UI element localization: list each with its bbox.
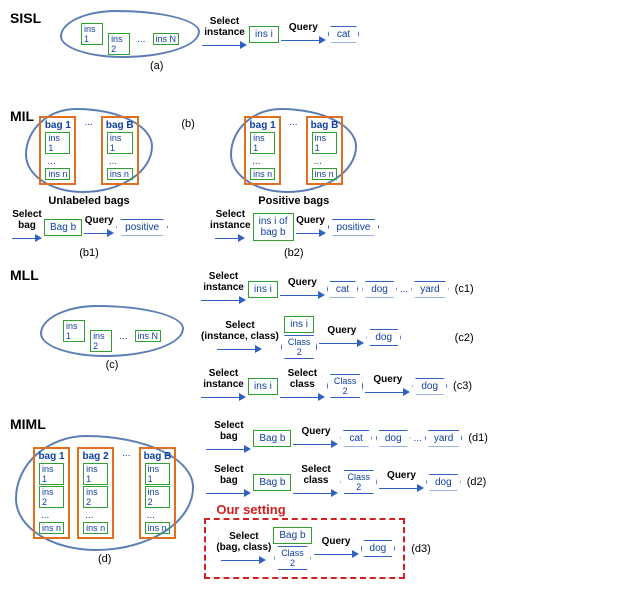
bag: bag B ins 1 ... ins n: [101, 116, 139, 185]
dots: ...: [134, 34, 148, 45]
ins-i-bag-b: ins i of bag b: [253, 213, 294, 241]
result-cat: cat: [328, 26, 359, 43]
d-label: (d): [98, 553, 111, 565]
bag-b-box: Bag b: [44, 219, 82, 236]
mll-section: MLL ins 1 ins 2 ... ins N (c) Select ins…: [10, 267, 640, 408]
ins-box: ins N: [153, 33, 180, 45]
b-label: (b): [181, 118, 194, 130]
ins-box: ins 2: [108, 33, 130, 55]
bag: bag 1 ins 1 ins 2 ... ins n: [33, 447, 70, 539]
b2-label: (b2): [284, 247, 304, 259]
miml-section: MIML bag 1 ins 1 ins 2 ... ins n bag 2 i…: [10, 416, 640, 583]
our-setting-box: Our setting Select (bag, class) Bag b Cl…: [204, 518, 405, 579]
sisl-cloud: ins 1 ins 2 ... ins N: [60, 10, 200, 58]
ins-i-box: ins i: [249, 26, 279, 43]
result-positive: positive: [116, 219, 168, 236]
b1-label: (b1): [79, 247, 99, 259]
bag: bag 1 ins 1 ... ins n: [39, 116, 76, 185]
mll-cloud: ins 1 ins 2 ... ins N: [40, 305, 184, 357]
mil-cloud-unlabeled: bag 1 ins 1 ... ins n ... bag B ins 1 ..…: [25, 108, 152, 193]
mil-section: MIL bag 1 ins 1 ... ins n ... bag B: [10, 108, 640, 259]
bag: bag 2 ins 1 ins 2 ... ins n: [77, 447, 114, 539]
c-label: (c): [106, 359, 119, 371]
arrow-select-instance: Select instance: [202, 16, 247, 52]
ins-box: ins 1: [81, 23, 103, 45]
sisl-label: SISL: [10, 10, 41, 26]
our-setting-title: Our setting: [216, 502, 285, 517]
result-positive: positive: [328, 219, 380, 236]
miml-label: MIML: [10, 416, 46, 432]
unlabeled-label: Unlabeled bags: [48, 195, 129, 207]
arrow-query: Query: [281, 22, 326, 47]
mil-cloud-positive: bag 1 ins 1 ... ins n ... bag B ins 1 ..…: [230, 108, 357, 193]
a-label: (a): [150, 60, 640, 72]
mil-label: MIL: [10, 108, 34, 124]
positive-label: Positive bags: [258, 195, 329, 207]
bag: bag 1 ins 1 ... ins n: [244, 116, 281, 185]
mll-label: MLL: [10, 267, 39, 283]
bag: bag B ins 1 ... ins n: [306, 116, 344, 185]
sisl-section: SISL ins 1 ins 2 ... ins N Select instan…: [10, 10, 640, 100]
miml-cloud: bag 1 ins 1 ins 2 ... ins n bag 2 ins 1 …: [15, 435, 194, 551]
bag: bag B ins 1 ins 2 ... ins n: [139, 447, 177, 539]
